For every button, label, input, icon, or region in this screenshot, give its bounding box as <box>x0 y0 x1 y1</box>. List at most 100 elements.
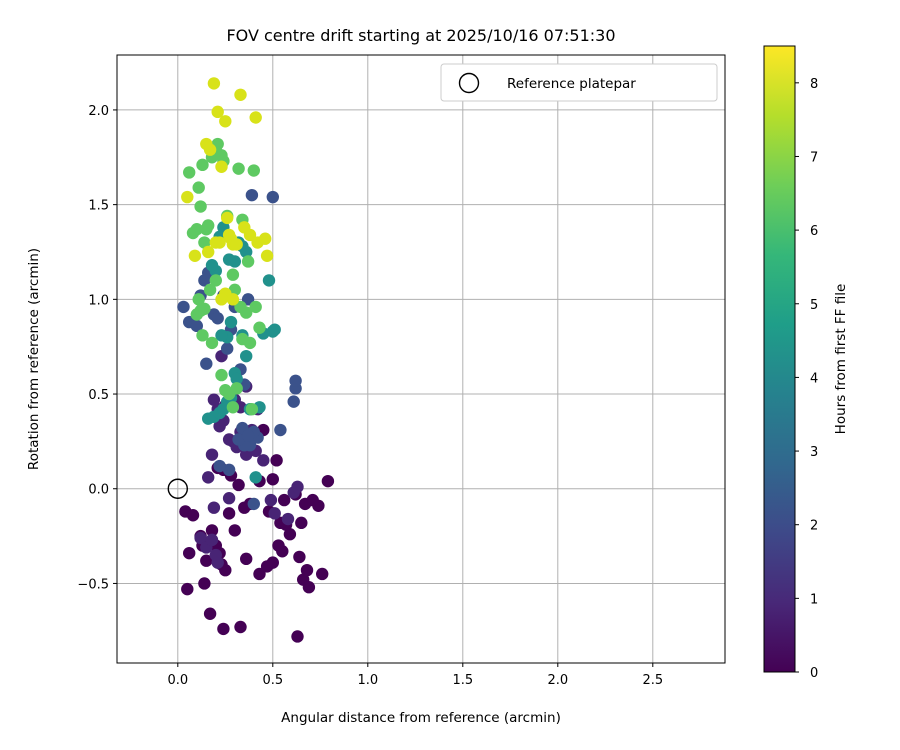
scatter-point <box>203 607 217 620</box>
scatter-point <box>190 319 203 333</box>
scatter-point <box>241 293 255 306</box>
scatter-point <box>240 306 253 319</box>
scatter-point <box>215 160 228 173</box>
scatter-point <box>192 293 205 306</box>
scatter-point <box>226 268 240 281</box>
legend-marker <box>458 72 480 94</box>
scatter-point <box>247 497 260 511</box>
scatter-point <box>222 463 236 477</box>
scatter-point <box>230 372 243 386</box>
reference-platepar-marker <box>167 478 189 499</box>
scatter-point <box>196 158 209 172</box>
scatter-point <box>240 245 253 259</box>
x-tick-label: 2.0 <box>547 673 568 688</box>
scatter-point <box>177 300 190 314</box>
scatter-point <box>215 293 228 306</box>
scatter-point <box>245 402 259 416</box>
scatter-point <box>268 507 281 520</box>
scatter-point <box>272 539 285 552</box>
colorbar-tick-label: 6 <box>810 224 818 239</box>
scatter-point <box>202 471 215 484</box>
scatter-point <box>181 190 194 204</box>
scatter-point <box>215 329 228 342</box>
x-axis-ticks: 0.0 0.5 1.0 1.5 2.0 2.5 <box>167 663 663 688</box>
colorbar-tick-label: 7 <box>810 150 818 165</box>
scatter-point <box>238 501 251 514</box>
scatter-point <box>224 315 238 329</box>
scatter-point <box>268 323 281 336</box>
scatter-point <box>243 336 257 350</box>
scatter-point <box>289 374 302 387</box>
scatter-point <box>183 166 196 179</box>
x-tick-label: 2.5 <box>642 673 663 688</box>
scatter-point <box>230 238 243 251</box>
scatter-point <box>207 501 221 514</box>
scatter-point <box>241 255 255 268</box>
scatter-point <box>203 283 217 297</box>
scatter-point <box>306 493 319 507</box>
scatter-point <box>266 556 279 569</box>
scatter-point <box>211 312 224 325</box>
scatter-point <box>196 329 209 342</box>
scatter-point <box>240 552 253 566</box>
scatter-point <box>217 622 230 636</box>
colorbar-tick-label: 2 <box>810 519 818 534</box>
scatter-point <box>270 454 283 467</box>
scatter-point <box>200 357 213 370</box>
scatter-point <box>205 524 219 537</box>
colorbar-tick-label: 5 <box>810 298 818 313</box>
scatter-point <box>209 236 222 249</box>
scatter-point <box>249 111 262 124</box>
scatter-point <box>293 550 306 564</box>
scatter-point <box>262 274 276 287</box>
scatter-point <box>203 143 217 156</box>
scatter-point <box>205 259 219 272</box>
colorbar-tick-label: 3 <box>810 445 818 460</box>
scatter-point <box>202 219 215 232</box>
plot-frame <box>116 54 726 664</box>
scatter-point <box>240 349 253 363</box>
scatter-point <box>291 630 304 643</box>
scatter-point <box>264 493 278 507</box>
scatter-point <box>232 433 245 446</box>
y-axis-label: Rotation from reference (arcmin) <box>26 248 42 470</box>
scatter-point <box>249 471 262 484</box>
scatter-point <box>222 507 236 520</box>
scatter-point <box>198 577 211 590</box>
colorbar-tick-label: 1 <box>810 592 818 607</box>
legend-box <box>440 63 718 102</box>
scatter-point <box>190 223 203 236</box>
scatter-point <box>260 249 274 262</box>
scatter-point <box>234 620 247 634</box>
legend: Reference platepar <box>440 63 718 102</box>
scatter-point <box>243 228 257 242</box>
scatter-point <box>281 512 295 526</box>
scatter-point <box>198 302 211 316</box>
scatter-point <box>221 342 234 355</box>
colorbar-tick-label: 0 <box>810 666 818 681</box>
colorbar-tick-label: 4 <box>810 371 818 386</box>
scatter-point <box>194 200 207 213</box>
scatter-point <box>198 236 211 249</box>
colorbar-tick-label: 8 <box>810 77 818 92</box>
scatter-point <box>266 473 279 486</box>
scatter-point <box>228 283 241 297</box>
scatter-point <box>259 232 272 245</box>
scatter-point <box>291 480 304 494</box>
grid-x <box>177 55 654 663</box>
scatter-point <box>257 454 270 467</box>
scatter-point <box>222 253 236 266</box>
y-axis-ticks: −0.5 0.0 0.5 1.0 1.5 2.0 <box>77 104 117 592</box>
x-tick-label: 1.5 <box>452 673 473 688</box>
scatter-point <box>274 423 287 437</box>
scatter-point <box>188 249 202 262</box>
scatter-point <box>200 554 213 567</box>
scatter-point <box>183 546 196 560</box>
scatter-point <box>221 211 234 225</box>
y-tick-label: 0.5 <box>88 388 109 403</box>
scatter-point <box>302 581 316 594</box>
y-tick-label: −0.5 <box>77 577 109 592</box>
scatter-point <box>213 459 226 473</box>
scatter-point <box>234 88 247 101</box>
